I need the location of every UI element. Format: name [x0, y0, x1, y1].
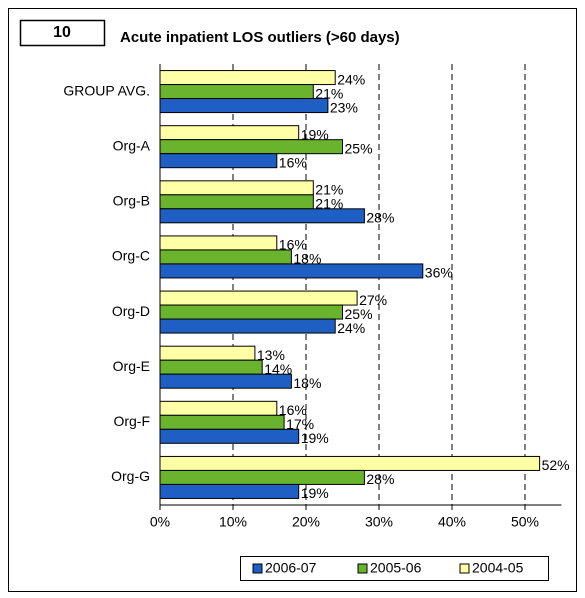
- bar: [159, 98, 329, 114]
- legend-box: [240, 556, 549, 581]
- bar: [159, 194, 314, 210]
- data-label: 13%: [257, 347, 285, 363]
- bar: [159, 139, 343, 155]
- data-label: 27%: [359, 292, 387, 308]
- y-tick-label: Org-E: [113, 358, 150, 374]
- bar: [159, 153, 278, 169]
- y-tick-label: Org-C: [112, 248, 150, 264]
- data-label: 16%: [279, 154, 307, 170]
- bar: [159, 304, 343, 320]
- bar: [159, 469, 365, 485]
- y-tick-label: Org-D: [112, 303, 150, 319]
- data-label: 21%: [315, 182, 343, 198]
- legend-label: 2004-05: [472, 560, 524, 576]
- bar: [159, 70, 336, 86]
- bar: [159, 125, 300, 141]
- bar: [159, 84, 314, 100]
- x-tick-label: 10%: [219, 514, 247, 530]
- bar: [159, 318, 336, 334]
- y-tick-label: Org-A: [113, 137, 151, 153]
- data-label: 18%: [293, 251, 321, 267]
- bar: [159, 345, 256, 361]
- legend-swatch: [459, 563, 470, 574]
- data-label: 52%: [542, 457, 570, 473]
- data-label: 28%: [366, 210, 394, 226]
- data-label: 19%: [301, 485, 329, 501]
- y-tick-label: Org-B: [113, 193, 150, 209]
- badge-box: [19, 19, 106, 47]
- x-tick-label: 30%: [365, 514, 393, 530]
- y-tick-label: Org-G: [111, 468, 150, 484]
- data-label: 17%: [286, 416, 314, 432]
- legend-swatch: [357, 563, 368, 574]
- data-label: 21%: [315, 85, 343, 101]
- bar: [159, 249, 292, 265]
- data-label: 18%: [293, 375, 321, 391]
- bar: [159, 208, 365, 224]
- legend-label: 2006-07: [265, 560, 317, 576]
- chart-title: Acute inpatient LOS outliers (>60 days): [120, 29, 400, 46]
- bar: [159, 373, 292, 389]
- bar: [159, 263, 424, 279]
- x-tick-label: 20%: [292, 514, 320, 530]
- data-label: 24%: [337, 71, 365, 87]
- data-label: 36%: [425, 265, 453, 281]
- data-label: 19%: [301, 430, 329, 446]
- bar: [159, 483, 300, 499]
- bar: [159, 180, 314, 196]
- data-label: 23%: [330, 99, 358, 115]
- data-label: 14%: [264, 361, 292, 377]
- data-label: 24%: [337, 320, 365, 336]
- x-tick-label: 40%: [438, 514, 466, 530]
- x-tick-label: 0%: [150, 514, 170, 530]
- data-label: 21%: [315, 196, 343, 212]
- bar: [159, 235, 278, 251]
- legend-label: 2005-06: [370, 560, 422, 576]
- data-label: 19%: [301, 126, 329, 142]
- legend-swatch: [252, 563, 263, 574]
- bar: [159, 428, 300, 444]
- y-tick-label: Org-F: [113, 413, 150, 429]
- bar: [159, 414, 285, 430]
- badge: 10: [53, 24, 71, 41]
- bar: [159, 290, 358, 306]
- data-label: 25%: [345, 306, 373, 322]
- bar: [159, 359, 263, 375]
- data-label: 28%: [366, 471, 394, 487]
- data-label: 16%: [279, 402, 307, 418]
- bar: [159, 400, 278, 416]
- x-tick-label: 50%: [511, 514, 539, 530]
- bar: [159, 455, 541, 471]
- y-tick-label: GROUP AVG.: [63, 82, 150, 98]
- data-label: 25%: [345, 140, 373, 156]
- data-label: 16%: [279, 237, 307, 253]
